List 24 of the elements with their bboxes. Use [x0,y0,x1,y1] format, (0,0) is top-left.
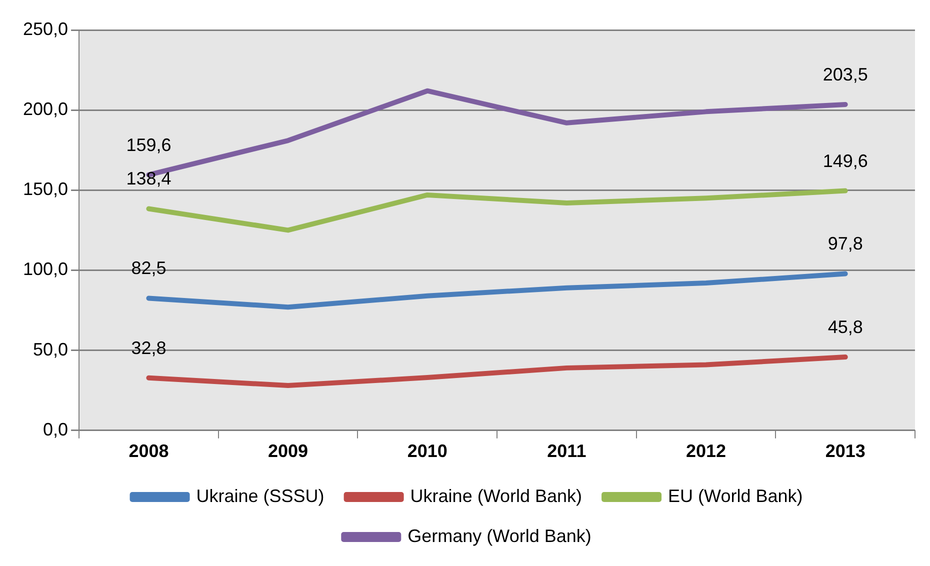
legend-label: Ukraine (SSSU) [196,486,324,506]
y-tick-label: 150,0 [22,179,68,200]
y-tick-label: 100,0 [22,259,68,280]
data-label: 159,6 [126,134,172,155]
x-tick-label: 2009 [268,441,308,462]
x-tick-label: 2010 [407,441,448,462]
x-tick-label: 2011 [547,441,586,462]
data-label: 149,6 [822,150,868,171]
data-label: 32,8 [131,338,166,358]
x-tick-label: 2008 [128,441,169,462]
data-label: 97,8 [828,234,863,254]
data-label: 82,5 [131,258,166,278]
data-label: 203,5 [822,64,868,84]
legend-label: Ukraine (World Bank) [410,486,582,506]
y-tick-label: 200,0 [22,99,68,120]
x-tick-label: 2012 [686,441,726,462]
y-tick-label: 0,0 [43,419,68,440]
y-tick-label: 250,0 [22,18,68,39]
data-label: 45,8 [828,317,863,338]
legend-label: Germany (World Bank) [408,526,592,546]
data-label: 138,4 [126,168,172,189]
x-tick-label: 2013 [825,441,866,462]
y-tick-label: 50,0 [32,339,68,360]
legend-label: EU (World Bank) [668,486,803,506]
